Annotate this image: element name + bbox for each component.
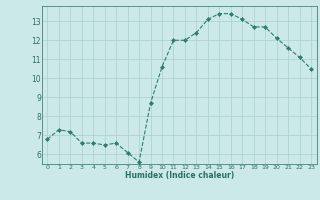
X-axis label: Humidex (Indice chaleur): Humidex (Indice chaleur) bbox=[124, 171, 234, 180]
